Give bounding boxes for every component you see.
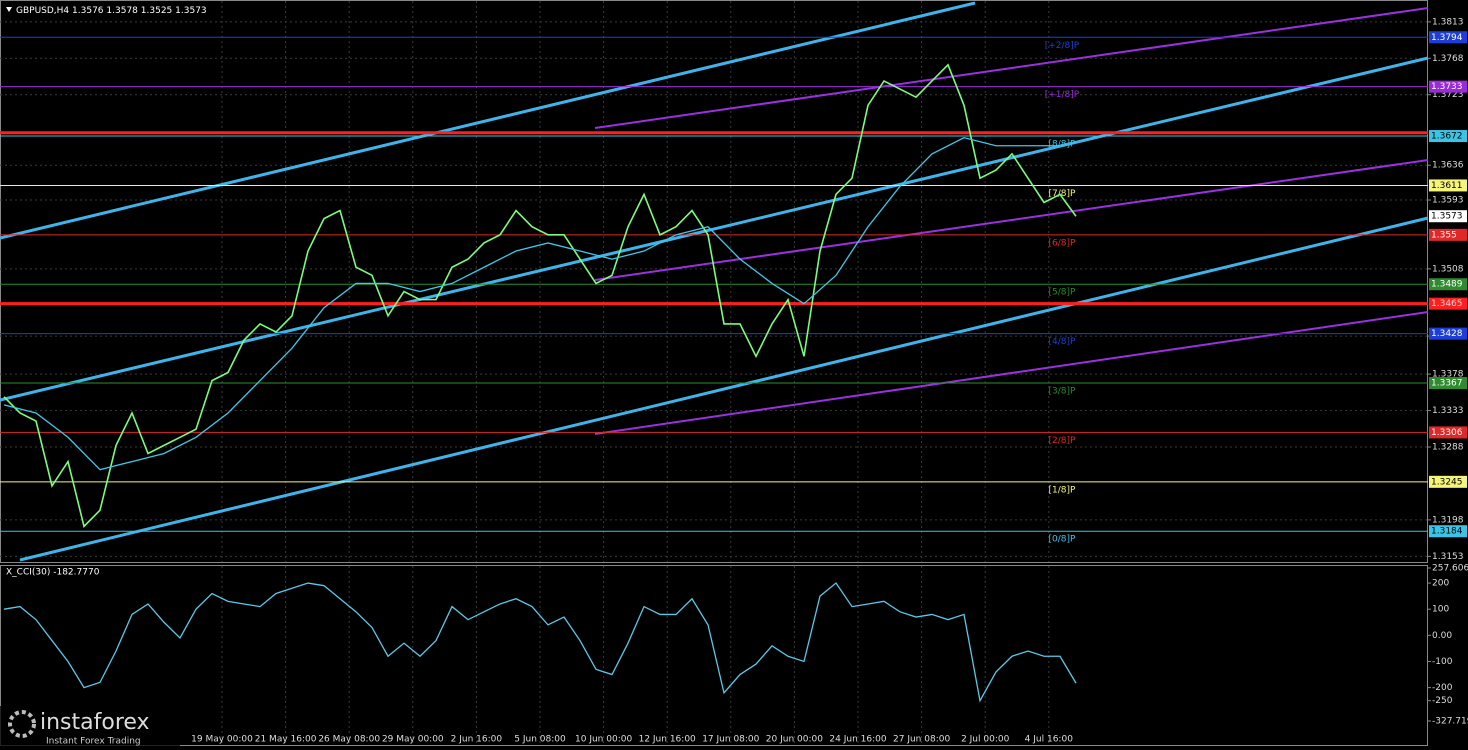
y-tick-label: 1.3153 <box>1432 552 1464 562</box>
price-tag <box>1429 80 1467 93</box>
open: 1.3576 <box>72 6 104 16</box>
chart-header: GBPUSD,H4 1.3576 1.3578 1.3525 1.3573 <box>16 6 207 16</box>
drawn-objects <box>0 1 1429 562</box>
x-tick-label: 27 Jun 08:00 <box>893 735 950 745</box>
channel-line <box>19 216 1429 562</box>
series-line <box>3 136 1060 471</box>
x-tick-label: 2 Jul 00:00 <box>961 735 1010 745</box>
price-tag <box>1429 525 1467 538</box>
x-tick-label: 24 Jun 16:00 <box>829 735 886 745</box>
price-tag <box>1429 297 1467 310</box>
y-tick-label: -100 <box>1432 657 1453 667</box>
x-tick-label: 29 May 00:00 <box>382 735 444 745</box>
level-label: [0/8]P <box>1049 535 1077 545</box>
price-tag <box>1429 130 1467 143</box>
x-tick-label: 19 May 00:00 <box>191 735 253 745</box>
price-tag-label: 1.3428 <box>1431 329 1463 339</box>
logo-gear <box>8 710 36 738</box>
y-tick-label: 1.3198 <box>1432 515 1464 525</box>
price-tag-label: 1.3489 <box>1431 280 1463 290</box>
price-tag-label: 1.3367 <box>1431 379 1463 389</box>
y-tick-label: 1.3378 <box>1432 370 1464 380</box>
price-tag <box>1429 210 1467 223</box>
price-tag <box>1429 31 1467 44</box>
y-tick-label: 200 <box>1432 579 1449 589</box>
level-label: [+2/8]P <box>1045 41 1080 51</box>
grid <box>0 1 1428 745</box>
level-label: [+1/8]P <box>1045 90 1080 100</box>
y-tick-label: -250 <box>1432 696 1453 706</box>
main-panel <box>0 0 1428 563</box>
level-label: [4/8]P <box>1049 337 1077 347</box>
watermark: instaforex Instant Forex Trading <box>0 706 180 750</box>
y-tick-label: 1.3723 <box>1432 90 1464 100</box>
level-label: [7/8]P <box>1049 189 1077 199</box>
x-tick-label: 17 Jun 08:00 <box>702 735 759 745</box>
channel-line <box>594 7 1429 129</box>
price-tag <box>1429 377 1467 390</box>
indicator-panel <box>0 565 1428 746</box>
current-price: 1.3573 <box>1431 212 1463 222</box>
y-tick-label: 1.3508 <box>1432 264 1464 274</box>
y-tick-label: 0.00 <box>1432 631 1452 641</box>
level-label: [2/8]P <box>1049 436 1077 446</box>
y-tick-label: 1.3636 <box>1432 161 1464 171</box>
level-label: [5/8]P <box>1049 288 1077 298</box>
marks: [+2/8]P [+1/8]P [8/8]P [7/8]P [6/8]P [5/8]P [4… <box>0 36 1428 703</box>
indicator-title: X_CCI(30) -182.7770 <box>6 568 100 578</box>
level-label: [1/8]P <box>1049 485 1077 495</box>
y-tick-label: 1.3768 <box>1432 54 1464 64</box>
y-tick-label: -200 <box>1432 683 1453 693</box>
series-line <box>3 582 1077 703</box>
price-tag <box>1429 475 1467 488</box>
price-tag-label: 1.3184 <box>1431 527 1463 537</box>
channel-line <box>594 311 1429 435</box>
x-tick-label: 21 May 16:00 <box>255 735 317 745</box>
high: 1.3578 <box>106 6 138 16</box>
y-tick-label: -327.719 <box>1432 717 1468 727</box>
series-line <box>3 63 1077 528</box>
x-tick-label: 20 Jun 00:00 <box>766 735 823 745</box>
x-tick-label: 10 Jun 00:00 <box>575 735 632 745</box>
price-tag-label: 1.355 <box>1431 230 1457 240</box>
y-tick-label: 257.6065 <box>1432 564 1468 574</box>
price-tag-label: 1.3611 <box>1431 181 1463 191</box>
tagline: Instant Forex Trading <box>46 737 141 747</box>
channel-line <box>594 159 1429 281</box>
y-tick-label: 1.3813 <box>1432 17 1464 27</box>
close: 1.3573 <box>175 6 207 16</box>
price-tag-label: 1.3245 <box>1431 477 1463 487</box>
menu-icon[interactable] <box>6 7 12 12</box>
x-tick-label: 26 May 08:00 <box>318 735 380 745</box>
x-tick-label: 2 Jun 16:00 <box>451 735 503 745</box>
price-tag <box>1429 426 1467 439</box>
x-tick-label: 5 Jun 08:00 <box>514 735 566 745</box>
y-tick-label: 100 <box>1432 605 1449 615</box>
price-tag <box>1429 228 1467 241</box>
price-tag-label: 1.3306 <box>1431 428 1463 438</box>
channel-line <box>0 56 1429 402</box>
y-tick-label: 1.3288 <box>1432 443 1464 453</box>
x-tick-label: 12 Jun 16:00 <box>639 735 696 745</box>
price-tag-label: 1.3794 <box>1431 33 1463 43</box>
brand: instaforex <box>40 710 150 735</box>
y-tick-label: 1.3333 <box>1432 406 1464 416</box>
axis: 1.3813 1.3768 1.3723 1.3636 1.3593 1.3508 1.34… <box>191 17 1468 744</box>
channel-line <box>0 1 976 240</box>
level-label: [3/8]P <box>1049 387 1077 397</box>
price-tag-label: 1.3733 <box>1431 82 1463 92</box>
price-tag-label: 1.3672 <box>1431 132 1463 142</box>
y-tick-label: 1.3593 <box>1432 196 1464 206</box>
level-label: [6/8]P <box>1049 238 1077 248</box>
symbol: GBPUSD,H4 <box>16 6 69 16</box>
price-tag <box>1429 179 1467 192</box>
price-tag <box>1429 278 1467 291</box>
level-label: [8/8]P <box>1049 140 1077 150</box>
price-tag-label: 1.3465 <box>1431 299 1463 309</box>
x-tick-label: 4 Jul 16:00 <box>1025 735 1074 745</box>
price-tag <box>1429 327 1467 340</box>
low: 1.3525 <box>141 6 173 16</box>
